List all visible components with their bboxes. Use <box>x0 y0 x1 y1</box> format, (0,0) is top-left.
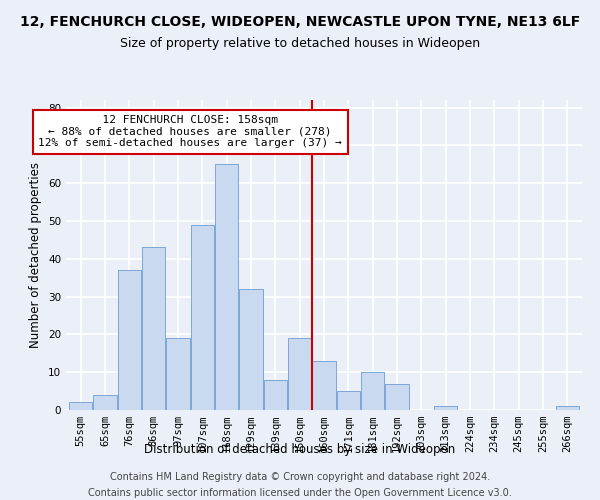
Text: Contains HM Land Registry data © Crown copyright and database right 2024.: Contains HM Land Registry data © Crown c… <box>110 472 490 482</box>
Bar <box>239 289 263 410</box>
Bar <box>385 384 409 410</box>
Bar <box>94 395 116 410</box>
Bar <box>69 402 92 410</box>
Bar <box>313 361 335 410</box>
Bar <box>288 338 311 410</box>
Bar <box>166 338 190 410</box>
Bar <box>215 164 238 410</box>
Bar <box>361 372 384 410</box>
Text: 12 FENCHURCH CLOSE: 158sqm  
← 88% of detached houses are smaller (278)
12% of s: 12 FENCHURCH CLOSE: 158sqm ← 88% of deta… <box>38 115 342 148</box>
Bar <box>118 270 141 410</box>
Y-axis label: Number of detached properties: Number of detached properties <box>29 162 43 348</box>
Bar <box>191 225 214 410</box>
Text: Contains public sector information licensed under the Open Government Licence v3: Contains public sector information licen… <box>88 488 512 498</box>
Bar <box>434 406 457 410</box>
Text: Size of property relative to detached houses in Wideopen: Size of property relative to detached ho… <box>120 38 480 51</box>
Bar <box>264 380 287 410</box>
Text: Distribution of detached houses by size in Wideopen: Distribution of detached houses by size … <box>145 444 455 456</box>
Bar <box>337 391 360 410</box>
Text: 12, FENCHURCH CLOSE, WIDEOPEN, NEWCASTLE UPON TYNE, NE13 6LF: 12, FENCHURCH CLOSE, WIDEOPEN, NEWCASTLE… <box>20 15 580 29</box>
Bar <box>556 406 579 410</box>
Bar <box>142 248 165 410</box>
